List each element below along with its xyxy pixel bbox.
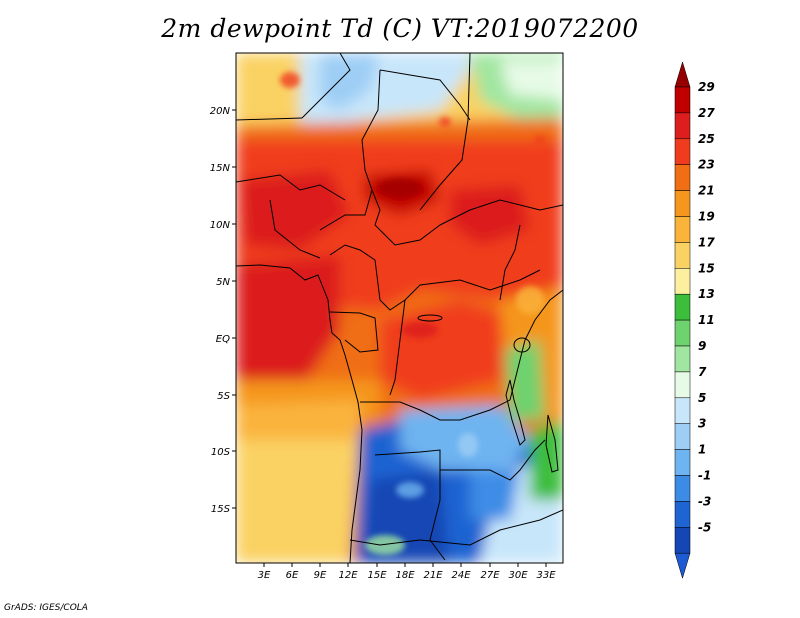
colorbar-label: 19 (698, 210, 715, 224)
colorbar: 29 27 25 23 21 19 17 15 13 11 9 7 5 3 1 -1 -3 -5 (674, 61, 715, 580)
lat-label: 15N (210, 163, 231, 174)
lon-label: 21E (423, 570, 443, 581)
colorbar-label: 21 (698, 184, 715, 198)
lon-label: 24E (451, 570, 471, 581)
lon-label: 9E (314, 570, 327, 581)
colorbar-segment (674, 345, 691, 373)
colorbar-top-arrow (674, 61, 691, 88)
lon-label: 30E (508, 570, 528, 581)
axis-ticks (232, 109, 547, 567)
lon-label: 12E (338, 570, 358, 581)
colorbar-label: 13 (698, 287, 715, 301)
colorbar-segment (674, 527, 691, 554)
lat-label: 20N (210, 106, 231, 117)
colorbar-label: -1 (698, 469, 711, 483)
colorbar-label: 27 (698, 106, 715, 120)
colorbar-segment (674, 319, 691, 347)
lake-outlines (417, 314, 559, 473)
lon-label: 6E (286, 570, 299, 581)
colorbar-segment (674, 475, 691, 502)
lon-label: 18E (395, 570, 415, 581)
lat-label: 10N (210, 220, 231, 231)
lon-label: 3E (258, 570, 271, 581)
longitude-labels: 3E 6E 9E 12E 15E 18E 21E 24E 27E 30E 33E (258, 570, 557, 581)
colorbar-segment (674, 164, 691, 191)
colorbar-segment (674, 371, 691, 399)
dewpoint-field (236, 53, 563, 563)
colorbar-segment (674, 242, 691, 269)
map-frame (235, 52, 564, 564)
colorbar-segment (674, 86, 691, 114)
lon-label: 27E (480, 570, 500, 581)
colorbar-segment (674, 268, 691, 295)
colorbar-segment (674, 293, 691, 321)
colorbar-label: 3 (698, 417, 706, 431)
colorbar-segment (674, 216, 691, 243)
lat-label: 10S (211, 447, 231, 458)
colorbar-segment (674, 501, 691, 528)
lat-label: 5S (217, 391, 230, 402)
colorbar-label: 11 (698, 313, 715, 327)
colorbar-segment (674, 190, 691, 217)
colorbar-label: 1 (698, 443, 706, 457)
lon-label: 15E (367, 570, 387, 581)
lat-label: 5N (216, 277, 230, 288)
colorbar-label: 9 (698, 339, 706, 353)
lat-label: EQ (216, 334, 230, 345)
colorbar-segment (674, 449, 691, 476)
colorbar-bottom-arrow (674, 552, 691, 580)
map-title: 2m dewpoint Td (C) VT:2019072200 (161, 14, 639, 43)
colorbar-label: 15 (698, 261, 715, 275)
colorbar-label: -3 (698, 494, 711, 508)
colorbar-segment (674, 112, 691, 140)
colorbar-segment (674, 138, 691, 165)
colorbar-label: -5 (698, 520, 711, 534)
credit-label: GrADS: IGES/COLA (4, 603, 88, 613)
colorbar-label: 7 (698, 365, 707, 379)
lat-label: 15S (211, 504, 231, 515)
latitude-labels: 20N 15N 10N 5N EQ 5S 10S 15S (210, 106, 231, 515)
colorbar-label: 23 (698, 158, 715, 172)
colorbar-label: 5 (698, 391, 706, 405)
country-borders (236, 53, 563, 563)
lon-label: 33E (536, 570, 556, 581)
colorbar-segment (674, 423, 691, 450)
colorbar-segment (674, 397, 691, 424)
colorbar-label: 29 (698, 80, 715, 94)
colorbar-label: 25 (698, 132, 715, 146)
colorbar-label: 17 (698, 235, 715, 249)
